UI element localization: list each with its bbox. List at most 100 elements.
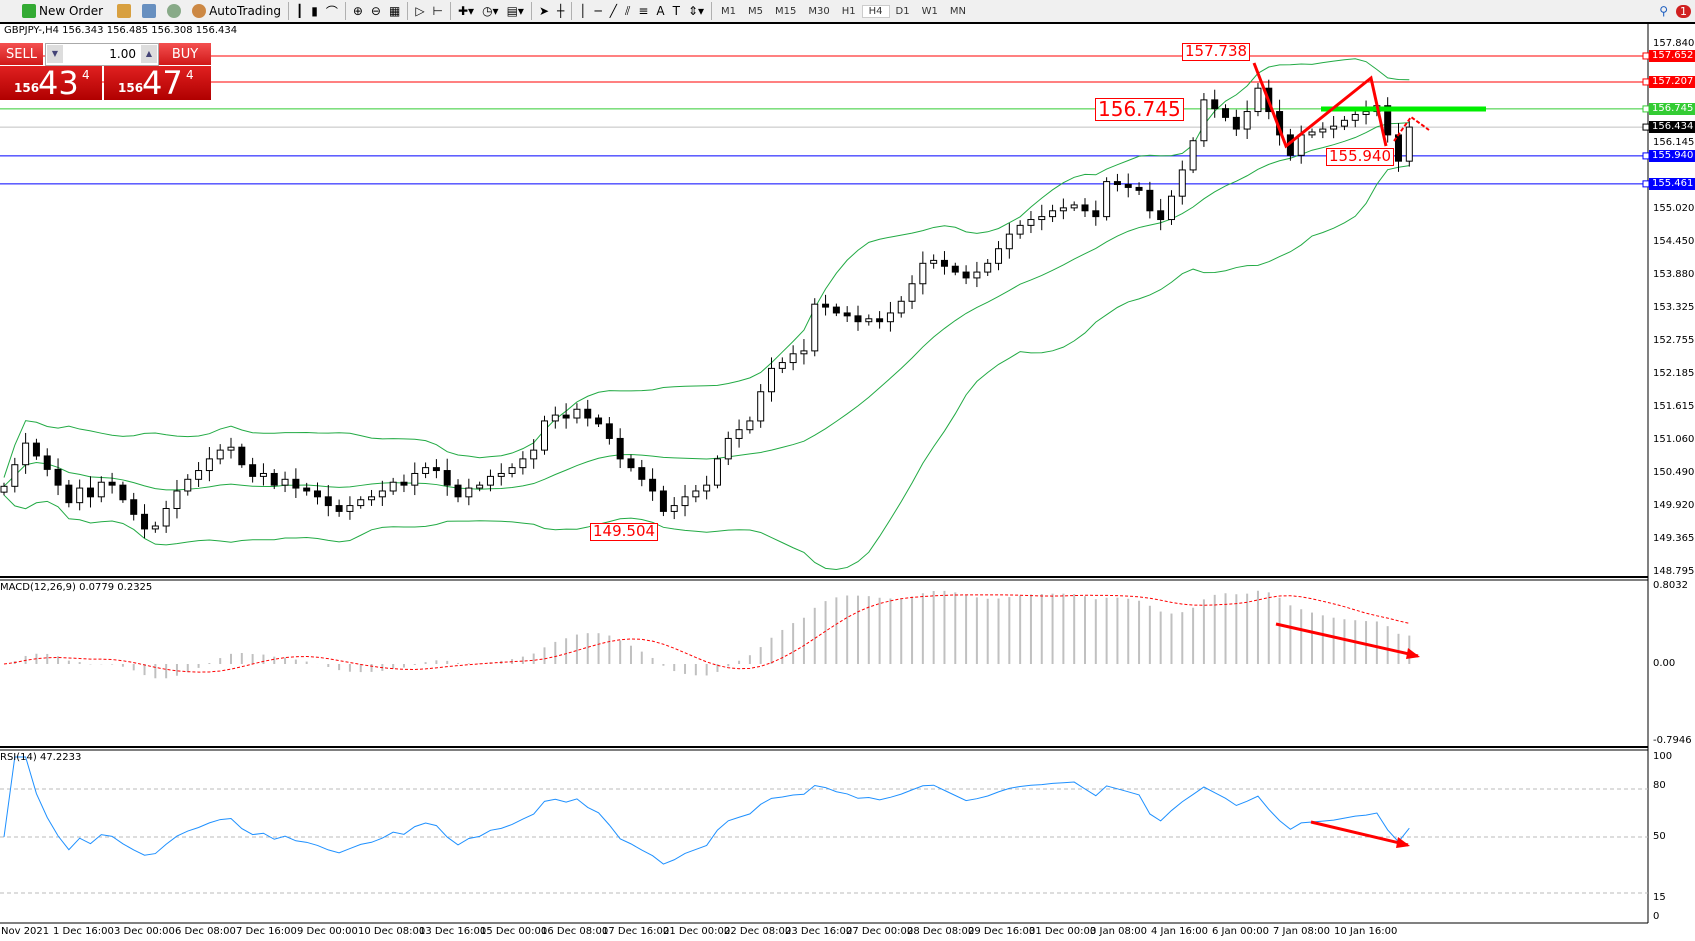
candle-bullish: [746, 420, 754, 431]
buy-button[interactable]: BUY: [159, 43, 211, 65]
candle-bullish: [411, 472, 419, 486]
autotrading-button[interactable]: AutoTrading: [188, 1, 285, 21]
arrows-tool[interactable]: ⇕▾: [687, 4, 705, 18]
candle-bullish: [0, 485, 8, 493]
lot-size-input[interactable]: 1.00: [109, 47, 136, 61]
candle-bullish: [930, 259, 938, 264]
autotrading-icon: [192, 4, 207, 18]
candle-bearish: [962, 271, 970, 279]
candle-bearish: [454, 484, 462, 498]
time-axis-label: 1 Dec 16:00: [53, 926, 114, 937]
equidistant-channel-tool[interactable]: ⫽: [624, 3, 631, 18]
metaeditor-button[interactable]: [107, 1, 138, 21]
timeframe-h1[interactable]: H1: [841, 5, 856, 17]
line-chart-button[interactable]: ⌒: [325, 4, 338, 19]
time-axis-label: 29 Dec 16:00: [968, 926, 1036, 937]
timeframe-m5[interactable]: M5: [748, 5, 764, 17]
market-watch-button[interactable]: [138, 1, 163, 21]
periods-button[interactable]: ◷▾: [482, 4, 499, 18]
buy-price[interactable]: 156 47 4: [104, 64, 211, 102]
candle-bullish: [735, 429, 743, 439]
zoom-in-button[interactable]: ⊕: [352, 4, 363, 18]
macd-axis-zero: 0.00: [1653, 658, 1676, 669]
candle-bullish: [486, 475, 494, 486]
lot-decrease-button[interactable]: ▼: [47, 45, 63, 63]
candle-bullish: [195, 470, 203, 480]
high-price-label[interactable]: 157.738: [1182, 43, 1251, 61]
timeframe-m1[interactable]: M1: [721, 5, 737, 17]
sell-price[interactable]: 156 43 4: [0, 64, 102, 102]
zoom-out-button[interactable]: ⊖: [370, 4, 381, 18]
signals-button[interactable]: [163, 1, 188, 21]
macd-pane: [3, 590, 1411, 679]
trendline-drawings[interactable]: [1252, 62, 1486, 848]
chart-shift-button[interactable]: ⊢: [432, 4, 443, 18]
timeframe-m15[interactable]: M15: [775, 5, 797, 17]
price-tag: 155.940: [1649, 149, 1695, 162]
search-icon[interactable]: ⚲: [1659, 4, 1668, 18]
notifications-button[interactable]: 1: [1672, 1, 1695, 21]
trendline-tool[interactable]: ╱: [609, 4, 617, 18]
candle-bearish: [432, 467, 440, 472]
price-axis-label: 156.145: [1653, 136, 1695, 148]
level-price-label[interactable]: 156.745: [1095, 98, 1184, 121]
candle-bearish: [584, 408, 592, 419]
candle-bullish: [886, 312, 894, 323]
candle-bearish: [303, 487, 311, 492]
candle-bullish: [346, 505, 354, 512]
candle-bearish: [876, 318, 884, 323]
candle-bearish: [400, 481, 408, 486]
candle-bearish: [249, 464, 257, 477]
text-label-tool[interactable]: T: [672, 4, 680, 18]
new-order-button[interactable]: New Order: [0, 1, 107, 21]
candle-bearish: [443, 470, 451, 486]
candle-bearish: [659, 490, 667, 512]
low-price-label[interactable]: 149.504: [590, 523, 659, 541]
text-tool[interactable]: A: [656, 4, 665, 18]
cursor-tool[interactable]: ➤: [538, 4, 550, 18]
support-price-label[interactable]: 155.940: [1326, 148, 1395, 166]
candle-bearish: [108, 481, 116, 486]
lot-size-stepper[interactable]: ▼ 1.00 ▲: [45, 43, 159, 66]
rsi-axis-100: 100: [1653, 751, 1673, 762]
templates-button[interactable]: ▤▾: [506, 4, 524, 18]
candle-bullish: [1005, 233, 1013, 250]
price-tag: 156.434: [1649, 121, 1695, 134]
candle-bullish: [800, 350, 808, 355]
timeframe-mn[interactable]: MN: [949, 5, 966, 17]
timeframe-m30[interactable]: M30: [808, 5, 830, 17]
bar-chart-button[interactable]: ┃: [295, 4, 304, 18]
price-tag: 155.461: [1649, 177, 1695, 190]
time-axis-label: 3 Jan 08:00: [1090, 926, 1147, 937]
candle-bearish: [43, 455, 51, 470]
timeframe-d1[interactable]: D1: [895, 5, 910, 17]
time-axis-label: 10 Dec 08:00: [358, 926, 426, 937]
candle-bearish: [951, 265, 959, 273]
indicators-button[interactable]: ✚▾: [458, 4, 475, 18]
candlestick-button[interactable]: ▮: [311, 4, 318, 18]
timeframe-h4[interactable]: H4: [861, 4, 890, 18]
symbol-info: GBPJPY-,H4 156.343 156.485 156.308 156.4…: [4, 25, 238, 36]
lot-increase-button[interactable]: ▲: [141, 45, 157, 63]
candle-bullish: [216, 449, 224, 460]
candle-bearish: [605, 423, 613, 439]
crosshair-tool[interactable]: ┼: [557, 4, 565, 18]
vertical-line-tool[interactable]: │: [579, 4, 587, 18]
rsi-axis-15: 15: [1653, 892, 1666, 903]
autoscroll-button[interactable]: ▷: [415, 4, 425, 18]
bollinger-upper: [3, 58, 1410, 478]
sell-button[interactable]: SELL: [0, 43, 43, 65]
candle-bullish: [995, 248, 1003, 264]
horizontal-line-tool[interactable]: ─: [594, 4, 602, 18]
time-axis-label: 10 Jan 16:00: [1334, 926, 1398, 937]
price-axis-label: 150.490: [1653, 467, 1695, 479]
tile-windows-button[interactable]: ▦: [388, 4, 401, 18]
candle-bearish: [1157, 210, 1165, 221]
candle-bearish: [1092, 210, 1100, 218]
timeframe-w1[interactable]: W1: [921, 5, 938, 17]
candle-bullish: [670, 505, 678, 512]
notification-badge: 1: [1676, 4, 1691, 18]
one-click-trading-panel: SELL ▼ 1.00 ▲ BUY 156 43 4 156 47 4: [0, 43, 211, 102]
fibonacci-tool[interactable]: ≡: [638, 4, 649, 18]
